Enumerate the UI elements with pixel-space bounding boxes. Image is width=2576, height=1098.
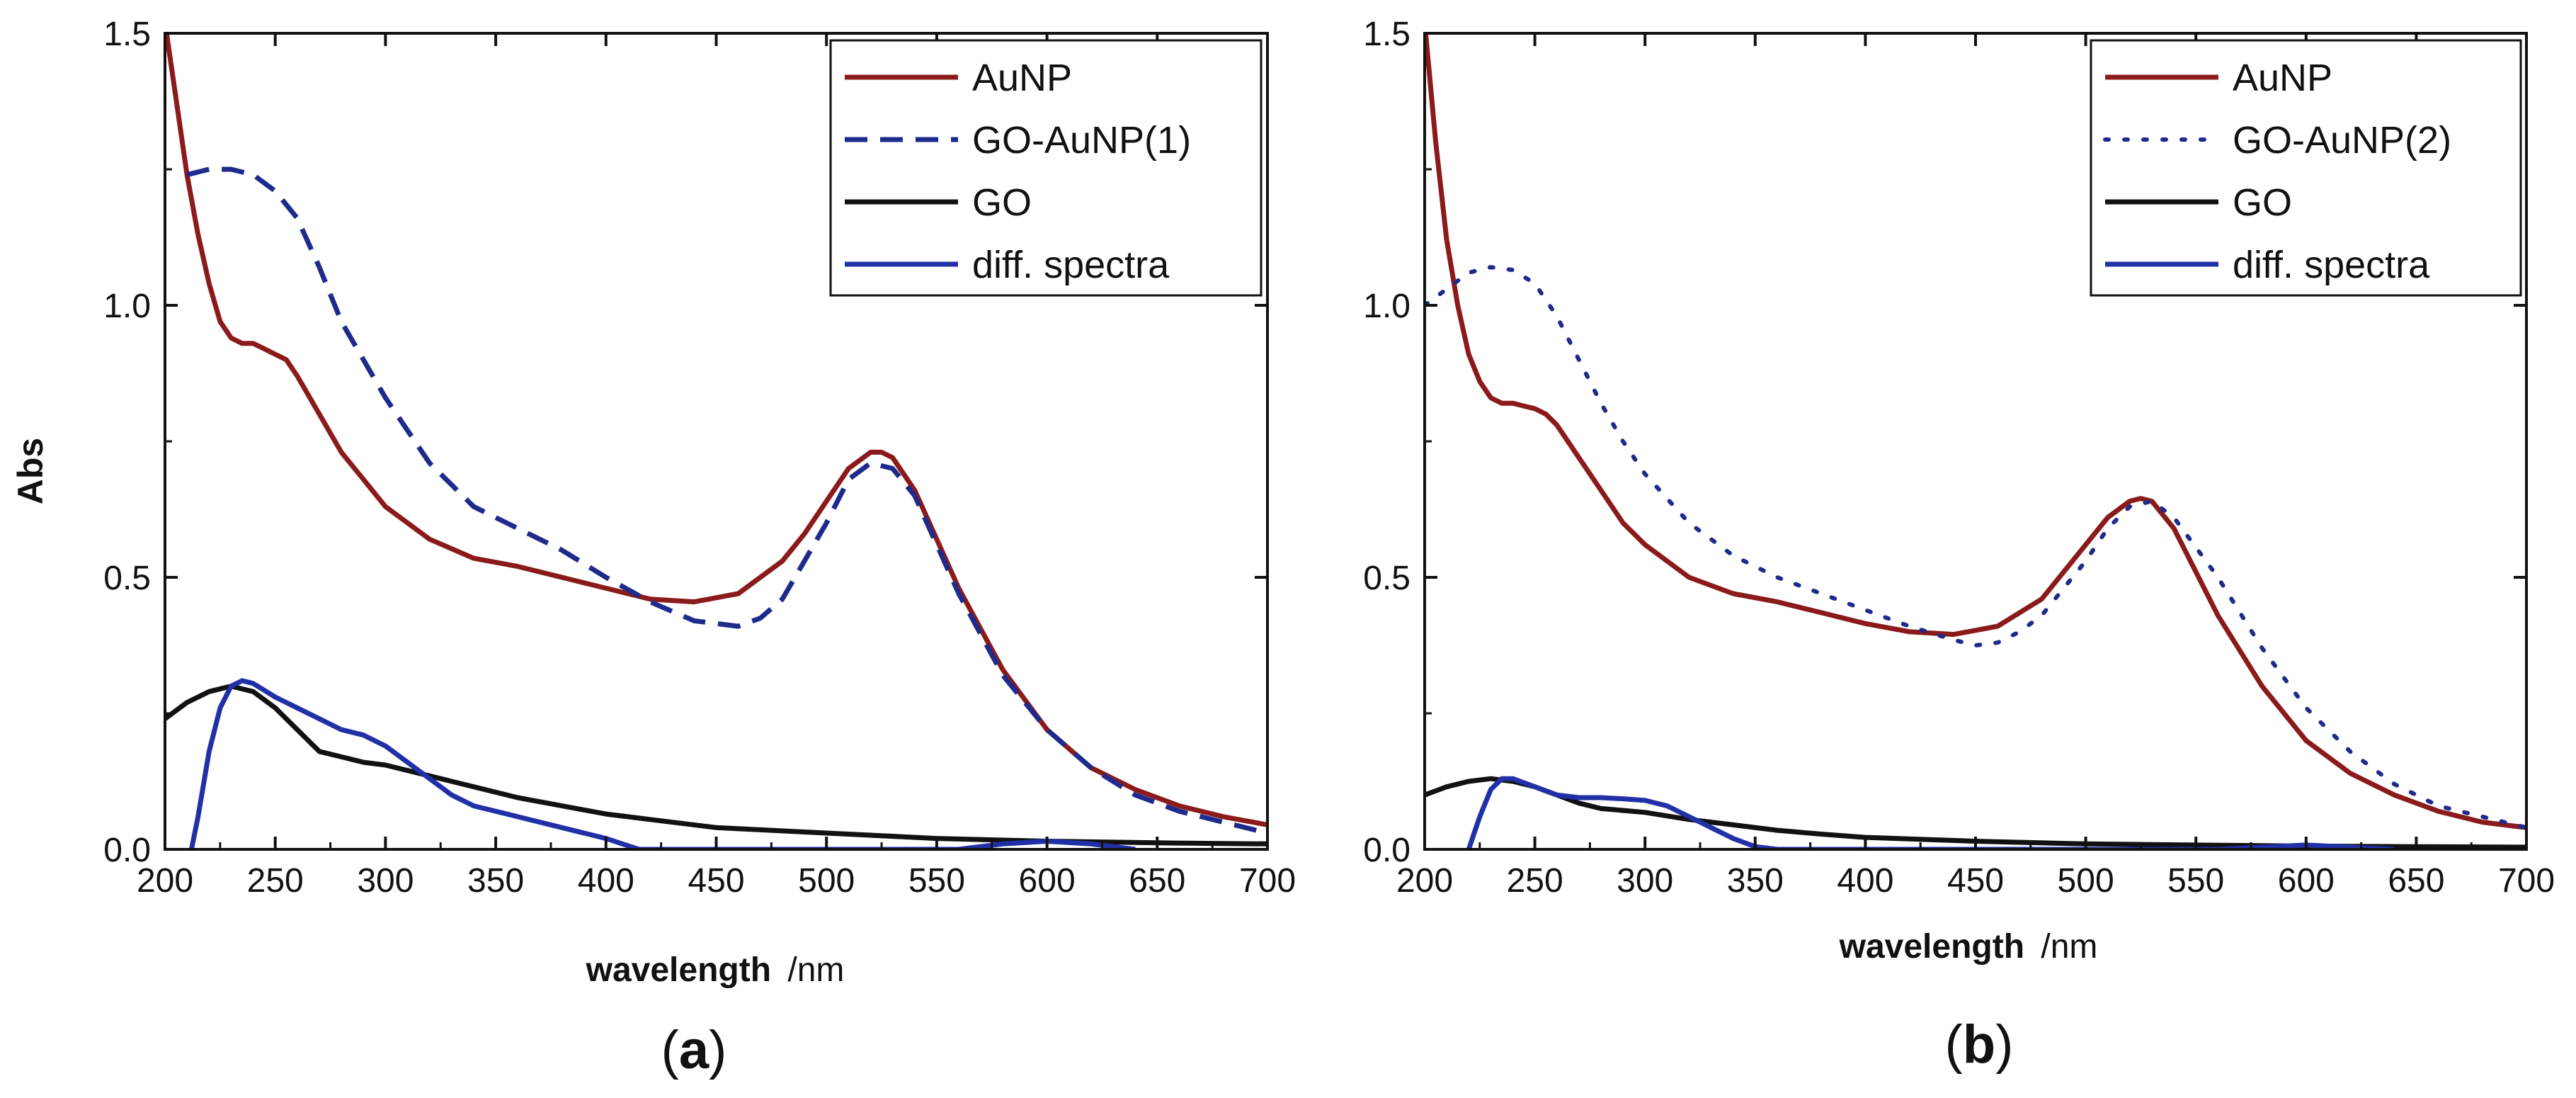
panel-b-x-tick-label: 350 — [1727, 862, 1784, 900]
panel-a-series-aunp-line — [165, 33, 1267, 827]
panel-b-x-tick-label: 650 — [2388, 862, 2444, 900]
panel-b-x-axis-label-name: wavelength — [1839, 928, 2024, 966]
panel-b-y-tick-label: 0.5 — [1363, 560, 1410, 597]
panel-a-legend-box — [829, 39, 1263, 297]
panel-b-x-ticks: 200 250 300 350 400 450 500 550 600 650 700 — [1396, 33, 2555, 900]
panel-b-y-tick-label: 1.5 — [1363, 16, 1410, 53]
panel-a-x-axis-label: wavelength /nm — [586, 951, 845, 989]
panel-a-legend: AuNP GO-AuNP(1) GO diff. spectra — [829, 39, 1263, 297]
panel-b-series-aunp-line — [1425, 33, 2526, 830]
panel-a-y-axis-label: Abs — [11, 438, 50, 504]
panel-b-legend-label-go: GO — [2233, 181, 2292, 224]
panel-a-x-axis-label-unit: /nm — [787, 951, 844, 989]
panel-a-caption-open-paren: ( — [661, 1020, 679, 1080]
panel-b-x-tick-label: 300 — [1617, 862, 1673, 900]
panel-a-x-tick-label: 600 — [1019, 862, 1076, 900]
panel-b-x-tick-label: 550 — [2167, 862, 2224, 900]
panel-b-x-axis-label: wavelength /nm — [1839, 928, 2098, 966]
panel-b-legend-label-diff-spectra: diff. spectra — [2233, 244, 2430, 286]
panel-a-legend-label-go-aunp-1: GO-AuNP(1) — [972, 119, 1191, 162]
panel-b-x-tick-label: 700 — [2498, 862, 2555, 900]
panel-b-y-ticks: 0.0 0.5 1.0 1.5 — [1363, 16, 2526, 869]
panel-a-x-tick-label: 700 — [1239, 862, 1296, 900]
panel-a-x-tick-label: 500 — [798, 862, 855, 900]
panel-a-y-tick-label: 1.5 — [103, 16, 151, 53]
panel-a-x-tick-label: 350 — [467, 862, 524, 900]
panel-b-y-tick-label: 1.0 — [1363, 288, 1410, 325]
panel-b-x-tick-label: 450 — [1947, 862, 2004, 900]
panel-a-caption-letter: a — [679, 1020, 709, 1080]
panel-b: 200 250 300 350 400 450 500 550 600 650 700 0.0 0.5… — [1363, 16, 2555, 1075]
panel-a-x-tick-label: 250 — [247, 862, 304, 900]
panel-b-caption-open-paren: ( — [1944, 1014, 1962, 1075]
panel-a-legend-label-aunp: AuNP — [972, 57, 1072, 99]
panel-b-x-tick-label: 600 — [2278, 862, 2335, 900]
panel-a-y-ticks: 0.0 0.5 1.0 1.5 — [103, 16, 1267, 869]
panel-a-caption: (a) — [661, 1020, 727, 1080]
panel-a-x-tick-label: 550 — [908, 862, 965, 900]
panel-a-y-tick-label: 0.5 — [103, 560, 151, 597]
panel-a-legend-label-diff-spectra: diff. spectra — [972, 244, 1170, 286]
panel-b-caption-close-paren: ) — [1995, 1014, 2013, 1075]
panel-a-x-tick-label: 300 — [357, 862, 414, 900]
panel-b-x-tick-label: 400 — [1837, 862, 1893, 900]
panel-a-x-ticks: 200 250 300 350 400 450 500 550 600 650 700 — [137, 33, 1296, 900]
panel-a-x-tick-label: 450 — [688, 862, 744, 900]
panel-b-caption-letter: b — [1963, 1014, 1995, 1075]
panel-a-x-tick-label: 200 — [137, 862, 193, 900]
panel-a-x-axis-label-name: wavelength — [586, 951, 771, 989]
panel-b-legend-label-aunp: AuNP — [2233, 57, 2332, 99]
panel-b-x-tick-label: 250 — [1507, 862, 1563, 900]
panel-a-x-tick-label: 400 — [578, 862, 634, 900]
panel-a-legend-label-go: GO — [972, 181, 1032, 224]
panel-a-x-tick-label: 650 — [1129, 862, 1185, 900]
panel-b-legend-label-go-aunp-2: GO-AuNP(2) — [2233, 119, 2451, 162]
panel-a-series-diff-spectra-line — [188, 678, 1136, 849]
panel-b-legend: AuNP GO-AuNP(2) GO diff. spectra — [2090, 39, 2522, 297]
panel-a: 200 250 300 350 400 450 500 550 600 650 700 0.0 0.5… — [11, 16, 1296, 1080]
panel-a-series-go-line — [165, 684, 1267, 847]
panel-b-legend-box — [2090, 39, 2522, 297]
panel-a-y-tick-label: 1.0 — [103, 288, 151, 325]
panel-b-series-go-aunp-2-line — [1425, 265, 2526, 830]
panel-a-curves — [165, 33, 1267, 849]
panel-b-y-tick-label: 0.0 — [1363, 832, 1410, 869]
panel-b-x-tick-label: 200 — [1396, 862, 1453, 900]
panel-b-x-axis-label-unit: /nm — [2041, 928, 2097, 966]
panel-a-series-go-aunp-1-line — [186, 166, 1267, 836]
panel-a-y-tick-label: 0.0 — [103, 832, 151, 869]
panel-b-x-tick-label: 500 — [2058, 862, 2114, 900]
panel-a-caption-close-paren: ) — [709, 1020, 726, 1080]
panel-b-caption: (b) — [1944, 1014, 2013, 1075]
